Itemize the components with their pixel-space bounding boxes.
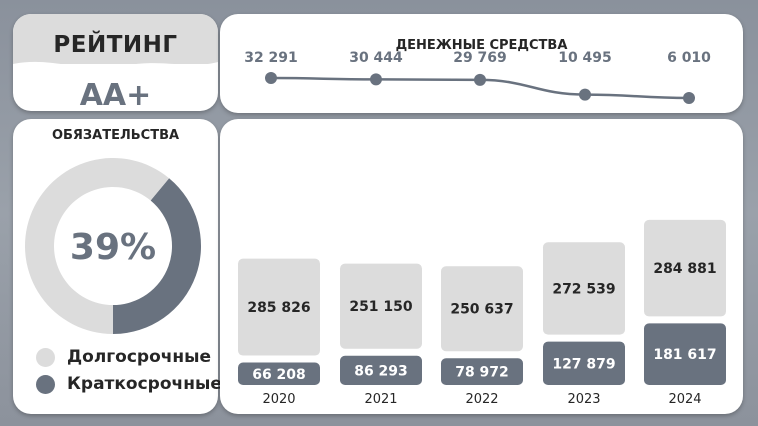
bar-label-long-term-2021: 251 150 xyxy=(349,299,413,315)
cash-point-2021 xyxy=(370,73,382,86)
x-tick-label-2020: 2020 xyxy=(262,392,295,407)
bar-label-short-term-2022: 78 972 xyxy=(455,365,509,381)
legend-swatch-short-term xyxy=(36,374,55,394)
donut-slice-short-term xyxy=(113,178,201,334)
legend-label-long-term: Долгосрочные xyxy=(67,347,212,367)
bar-long-term-2023 xyxy=(543,242,625,335)
bar-short-term-2023 xyxy=(543,341,625,385)
cash-line-chart: 32 291 30 444 29 769 10 495 6 010 xyxy=(244,50,711,104)
x-tick-label-2024: 2024 xyxy=(668,392,701,407)
x-tick-label-2023: 2023 xyxy=(567,392,600,407)
cash-value-label-2020: 32 291 xyxy=(244,50,298,66)
x-tick-label-2021: 2021 xyxy=(364,392,397,407)
bar-long-term-2022 xyxy=(441,266,523,352)
rating-header-background xyxy=(13,14,218,64)
liabilities-panel: ОБЯЗАТЕЛЬСТВА 39% Долгосрочные Краткосро… xyxy=(13,119,222,414)
bar-long-term-2024 xyxy=(644,219,726,317)
x-tick-label-2022: 2022 xyxy=(465,392,498,407)
cash-chart-title: ДЕНЕЖНЫЕ СРЕДСТВА xyxy=(395,38,568,53)
liabilities-donut-chart: 39% xyxy=(25,157,201,334)
rating-value: АА+ xyxy=(79,78,152,111)
cash-value-label-2023: 10 495 xyxy=(558,50,612,66)
bar-label-long-term-2024: 284 881 xyxy=(653,261,716,277)
legend-item-long-term: Долгосрочные xyxy=(36,346,211,368)
cash-panel: ДЕНЕЖНЫЕ СРЕДСТВА 32 291 30 444 29 769 10 4… xyxy=(220,14,743,113)
bar-long-term-2021 xyxy=(340,263,422,349)
bar-short-term-2020 xyxy=(238,362,320,385)
legend-swatch-long-term xyxy=(36,347,55,367)
legend-item-short-term: Краткосрочные xyxy=(36,373,222,395)
donut-slice-long-term xyxy=(25,157,170,334)
bar-label-short-term-2021: 86 293 xyxy=(354,363,408,379)
liabilities-title: ОБЯЗАТЕЛЬСТВА xyxy=(51,128,180,143)
liabilities-bars-panel: 66 208 285 826 2020 86 293 251 150 2021 78 972… xyxy=(220,119,743,414)
cash-point-2023 xyxy=(579,88,591,101)
bar-label-long-term-2022: 250 637 xyxy=(450,302,513,318)
cash-value-label-2024: 6 010 xyxy=(667,50,711,66)
cash-point-2020 xyxy=(265,72,277,84)
bar-label-long-term-2020: 285 826 xyxy=(247,300,310,316)
bar-long-term-2020 xyxy=(238,258,320,356)
bar-label-short-term-2024: 181 617 xyxy=(653,347,716,363)
donut-center-percent: 39% xyxy=(70,227,156,268)
bar-label-short-term-2023: 127 879 xyxy=(552,356,615,372)
liabilities-stacked-bar-chart: 66 208 285 826 2020 86 293 251 150 2021 78 972… xyxy=(238,219,726,407)
cash-point-2022 xyxy=(474,73,486,86)
rating-title: РЕЙТИНГ xyxy=(53,32,178,58)
bar-label-short-term-2020: 66 208 xyxy=(252,367,306,383)
cash-value-label-2022: 29 769 xyxy=(453,50,507,66)
rating-wave-divider xyxy=(13,61,218,82)
rating-panel: РЕЙТИНГ АА+ xyxy=(13,14,218,111)
bar-short-term-2021 xyxy=(340,355,422,385)
cash-point-2024 xyxy=(683,92,695,104)
bar-label-long-term-2023: 272 539 xyxy=(552,281,615,297)
cash-value-label-2021: 30 444 xyxy=(349,50,403,66)
bar-short-term-2022 xyxy=(441,358,523,385)
legend-label-short-term: Краткосрочные xyxy=(67,374,222,394)
bar-short-term-2024 xyxy=(644,323,726,385)
